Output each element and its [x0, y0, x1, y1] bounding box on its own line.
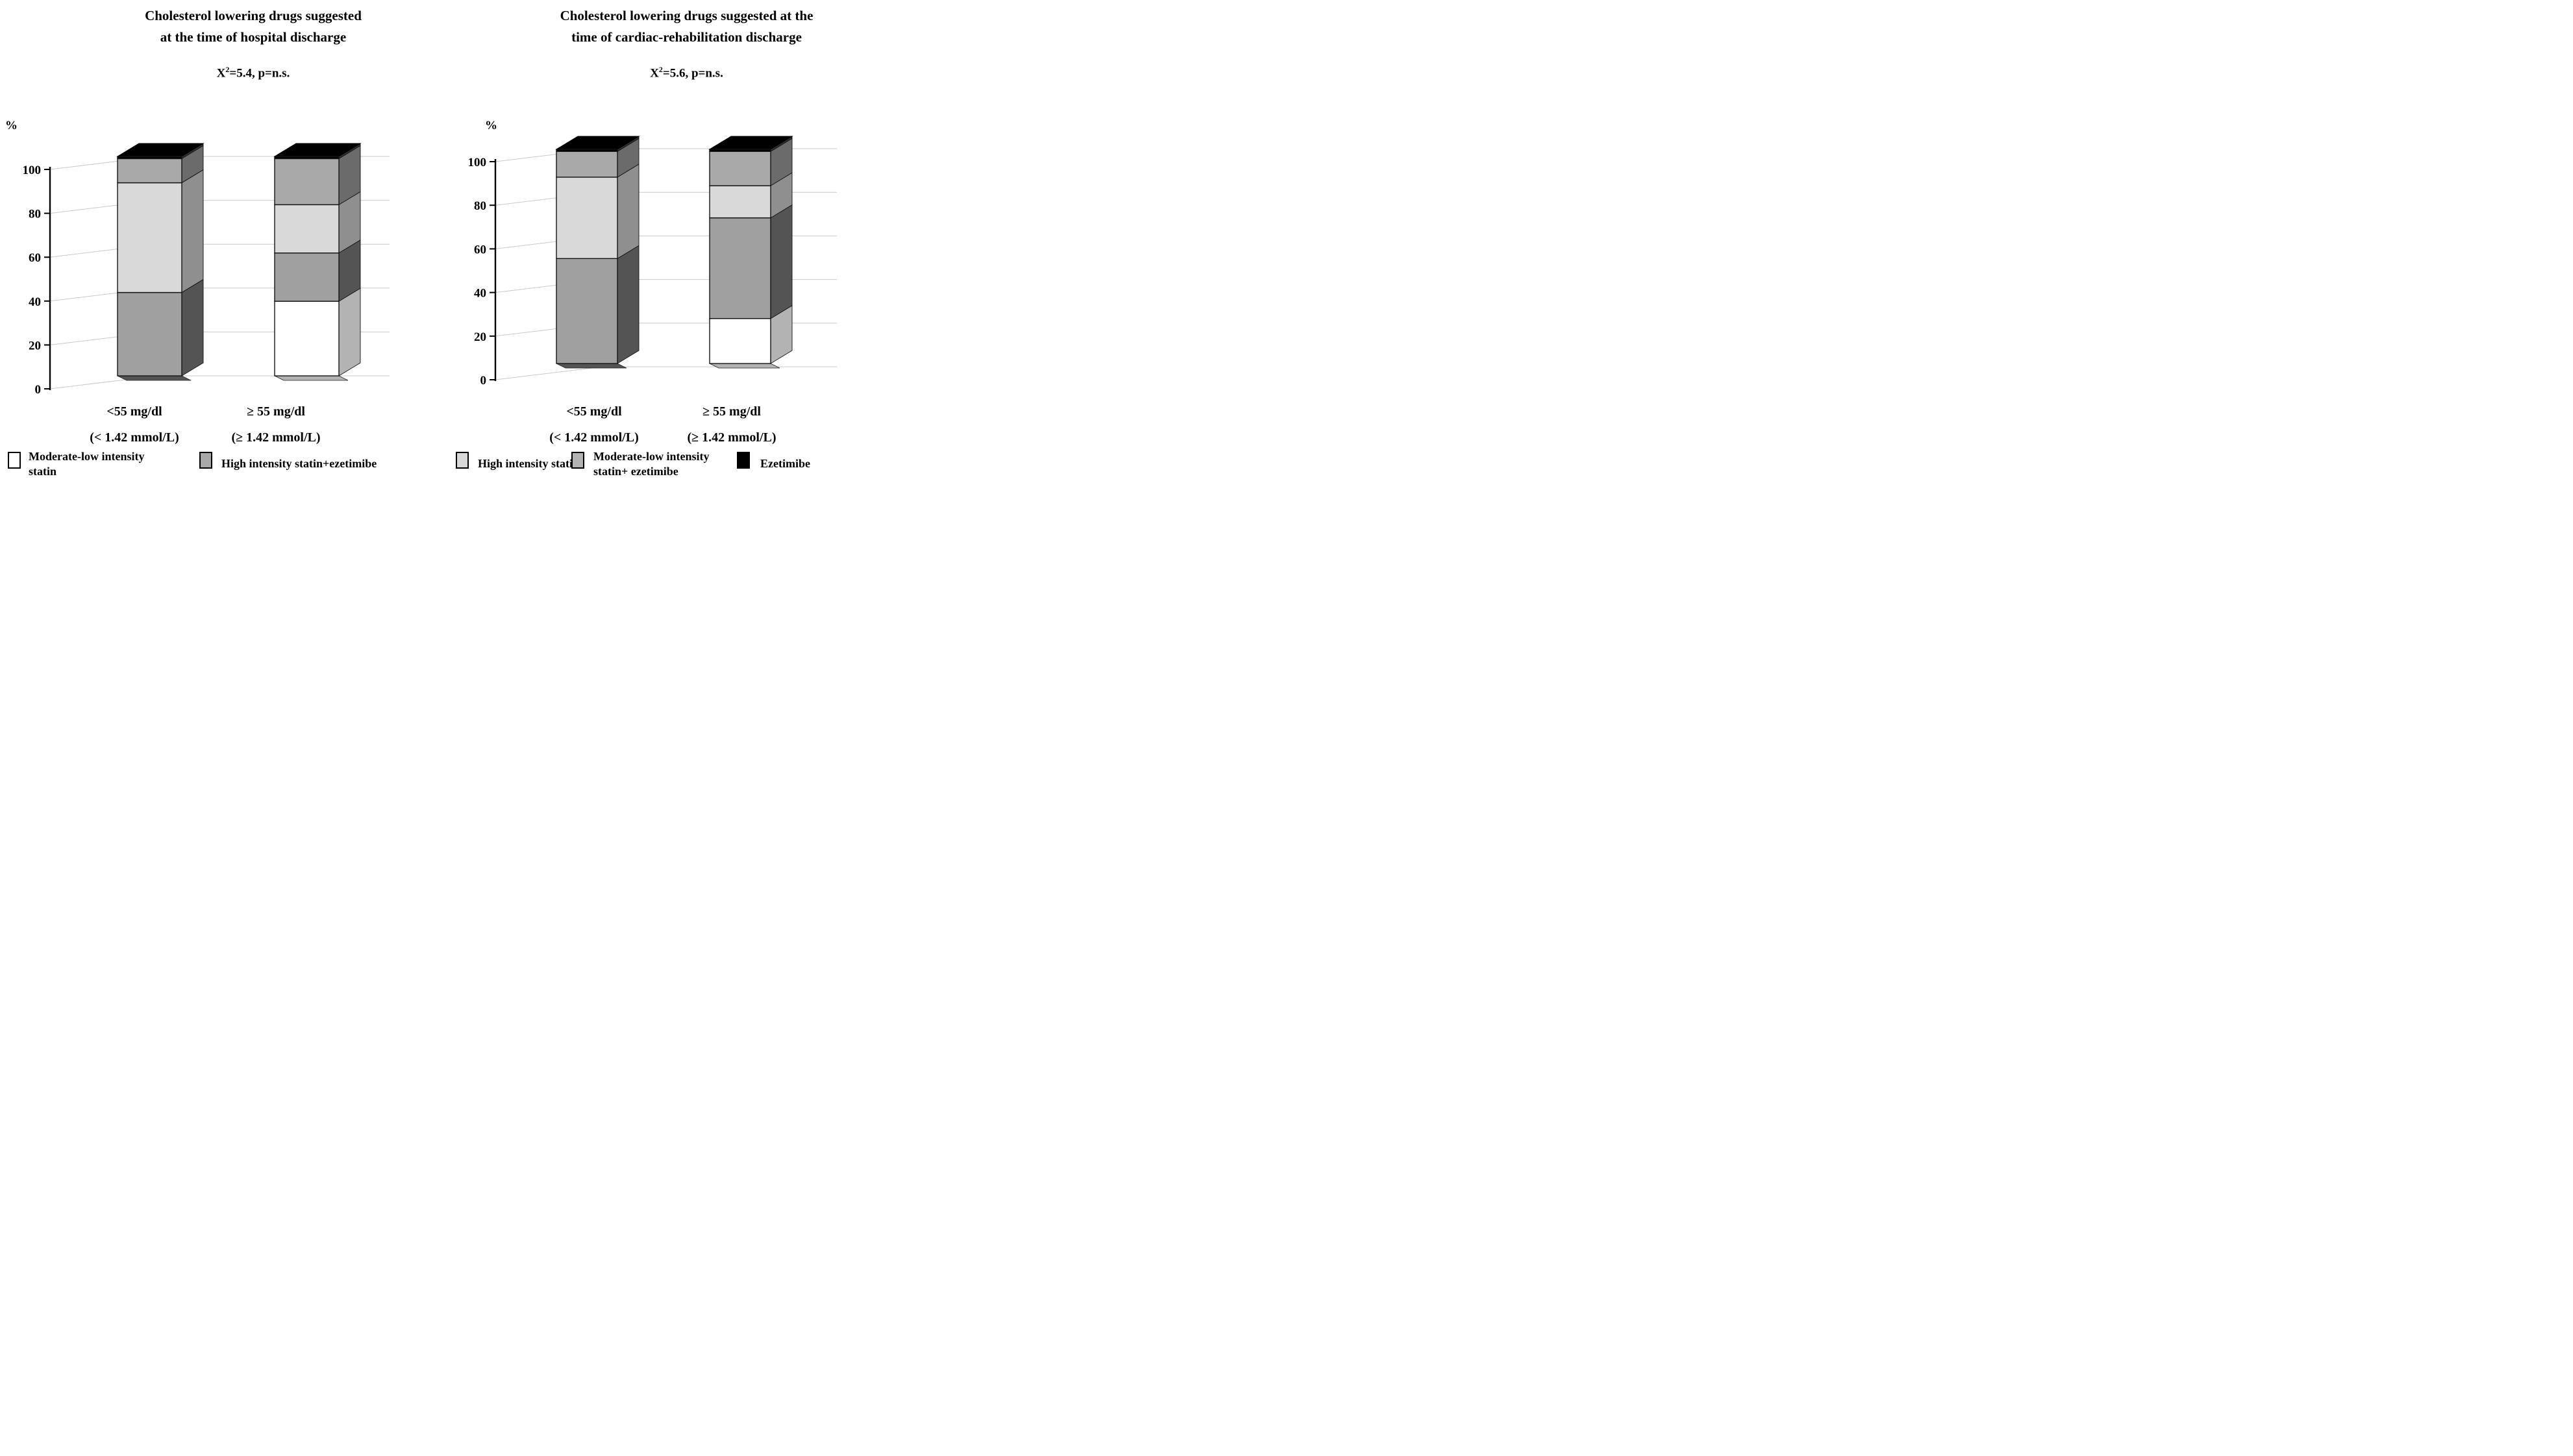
bar-front-moderate_low_statin_ezetimibe — [556, 151, 618, 178]
y-axis-tick-label: 0 — [480, 374, 487, 388]
legend-swatch-moderate-low-statin — [8, 452, 21, 469]
bar-side-high_statin_ezetimibe — [181, 278, 204, 376]
chi-square-symbol: X — [650, 66, 659, 80]
legend-item-moderate-low-statin-ezetimibe: Moderate-low intensity statin+ ezetimibe — [571, 450, 710, 478]
bar-front-moderate_low_statin_ezetimibe — [117, 158, 182, 184]
chi-square-exponent: 2 — [225, 65, 230, 74]
legend-item-ezetimibe: Ezetimibe — [737, 452, 810, 471]
bar-base-wedge — [274, 375, 349, 381]
bar-side-moderate_low_statin — [338, 288, 361, 376]
bar-front-high_statin_ezetimibe — [117, 291, 182, 376]
bar-front-high_statin — [274, 204, 340, 254]
bar-front-high_statin_ezetimibe — [709, 217, 771, 319]
legend-label: High intensity statin — [478, 457, 580, 470]
legend-label: Ezetimibe — [760, 457, 810, 470]
y-axis-tick-label: 0 — [35, 383, 42, 397]
bar-base-wedge — [117, 375, 192, 381]
y-axis-tick-label: 80 — [29, 208, 41, 221]
bar-front-moderate_low_statin_ezetimibe — [709, 151, 771, 186]
category-label-right-bar1: <55 mg/dl (< 1.42 mmol/L) — [549, 404, 639, 445]
bar-front-high_statin — [556, 177, 618, 259]
chart-subtitle-left: X2=5.4, p=n.s. — [65, 65, 441, 80]
y-axis-unit-label-left: % — [5, 119, 18, 132]
legend-swatch-high-statin — [456, 452, 469, 469]
y-axis-tick-label: 80 — [474, 199, 486, 213]
legend: Moderate-low intensity statin High inten… — [0, 448, 858, 486]
bar-front-high_statin_ezetimibe — [274, 253, 340, 302]
figure-canvas: Cholesterol lowering drugs suggested at … — [0, 0, 858, 486]
legend-swatch-high-statin-ezetimibe — [199, 452, 212, 469]
bar-front-ezetimibe — [556, 149, 618, 152]
chart-canvas: 0 20 40 60 80 100 0 20 40 60 80 100 — [23, 136, 837, 397]
y-axis-tick-label: 40 — [29, 295, 41, 309]
bar-front-moderate_low_statin — [274, 301, 340, 376]
chart-title-left: Cholesterol lowering drugs suggested at … — [145, 8, 362, 45]
y-axis-tick-label: 60 — [29, 251, 41, 265]
chi-square-result: =5.4, p=n.s. — [229, 66, 290, 80]
legend-label: Moderate-low intensity statin+ ezetimibe — [593, 450, 710, 478]
bar-side-high_statin — [181, 169, 204, 293]
y-axis-tick-label: 20 — [29, 339, 41, 352]
y-axis-tick-label: 20 — [474, 330, 486, 344]
y-axis-tick-label: 100 — [23, 164, 42, 177]
chi-square-symbol: X — [216, 66, 226, 80]
bar-side-high_statin — [617, 164, 640, 260]
y-axis-unit-label-right: % — [485, 119, 497, 132]
gridline — [495, 366, 837, 380]
bar-front-moderate_low_statin — [709, 318, 771, 364]
chi-square-exponent: 2 — [658, 65, 663, 74]
bar-front-high_statin — [709, 185, 771, 219]
legend-label: High intensity statin+ezetimibe — [221, 457, 377, 470]
legend-swatch-ezetimibe — [737, 452, 750, 469]
y-axis-tick-label: 100 — [468, 156, 487, 169]
legend-label: Moderate-low intensity statin — [29, 450, 145, 478]
bar-base-wedge — [556, 363, 627, 369]
category-label-left-bar2: ≥ 55 mg/dl (≥ 1.42 mmol/L) — [231, 404, 321, 445]
bar-side-high_statin_ezetimibe — [617, 245, 640, 364]
legend-item-high-statin-ezetimibe: High intensity statin+ezetimibe — [199, 452, 377, 471]
bar-base-wedge — [709, 363, 780, 369]
category-label-right-bar2: ≥ 55 mg/dl (≥ 1.42 mmol/L) — [687, 404, 777, 445]
bar-front-ezetimibe — [709, 149, 771, 152]
bar-side-high_statin_ezetimibe — [770, 204, 793, 319]
bar-front-moderate_low_statin_ezetimibe — [274, 158, 340, 206]
chi-square-result: =5.6, p=n.s. — [662, 66, 723, 80]
bar-front-ezetimibe — [117, 156, 182, 160]
chart-subtitle-right: X2=5.6, p=n.s. — [503, 65, 858, 80]
legend-swatch-moderate-low-statin-ezetimibe — [571, 452, 584, 469]
y-axis-tick-label: 40 — [474, 287, 486, 301]
y-axis-tick-label: 60 — [474, 243, 486, 256]
chart-title-right: Cholesterol lowering drugs suggested at … — [560, 8, 814, 45]
bar-front-high_statin — [117, 182, 182, 293]
legend-item-moderate-low-statin: Moderate-low intensity statin — [8, 450, 145, 478]
legend-item-high-statin: High intensity statin — [456, 452, 579, 471]
bar-front-high_statin_ezetimibe — [556, 258, 618, 364]
bar-front-ezetimibe — [274, 156, 340, 160]
category-label-left-bar1: <55 mg/dl (< 1.42 mmol/L) — [90, 404, 179, 445]
